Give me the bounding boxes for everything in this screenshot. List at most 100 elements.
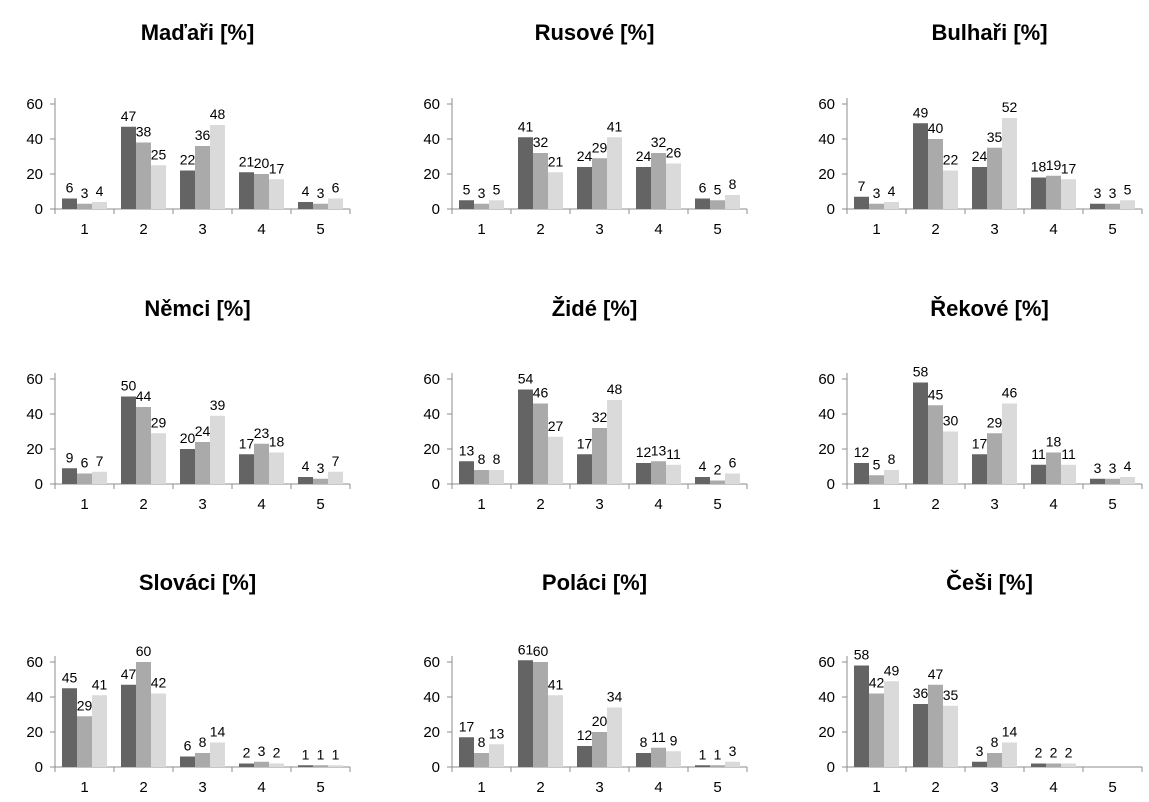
x-tick-label: 2 (139, 496, 147, 513)
data-label: 42 (151, 675, 167, 691)
x-tick-label: 4 (257, 779, 265, 796)
bar (269, 452, 284, 484)
data-label: 58 (913, 364, 929, 380)
y-tick-label: 40 (818, 131, 835, 148)
bar (533, 662, 548, 767)
data-label: 5 (873, 456, 881, 472)
x-tick-label: 2 (139, 221, 147, 238)
bar (121, 396, 136, 484)
bar (854, 665, 869, 767)
bar (195, 146, 210, 209)
data-label: 7 (332, 453, 340, 469)
data-label: 38 (136, 124, 152, 140)
data-label: 2 (1035, 745, 1043, 761)
data-label: 2 (243, 745, 251, 761)
data-label: 49 (884, 662, 900, 678)
bar (1031, 763, 1046, 767)
data-label: 35 (987, 129, 1003, 145)
y-tick-label: 0 (35, 476, 43, 493)
data-label: 6 (729, 455, 737, 471)
x-tick-label: 5 (1108, 221, 1116, 238)
data-label: 2 (1050, 745, 1058, 761)
data-label: 20 (592, 713, 608, 729)
chart-title: Němci [%] (144, 296, 250, 321)
bar (328, 471, 343, 484)
y-tick-label: 40 (26, 689, 43, 706)
bar (136, 662, 151, 767)
data-label: 6 (81, 455, 89, 471)
bar (180, 170, 195, 209)
bar (1002, 118, 1017, 209)
bar (459, 737, 474, 767)
data-label: 3 (1109, 460, 1117, 476)
bar (474, 753, 489, 767)
bar (1120, 477, 1135, 484)
data-label: 44 (136, 388, 152, 404)
y-tick-label: 0 (827, 476, 835, 493)
data-label: 4 (302, 183, 310, 199)
bar (695, 765, 710, 767)
data-label: 41 (518, 118, 534, 134)
bar (987, 433, 1002, 484)
data-label: 46 (533, 385, 549, 401)
data-label: 17 (459, 718, 475, 734)
bar (972, 761, 987, 767)
data-label: 7 (858, 178, 866, 194)
x-tick-label: 3 (198, 779, 206, 796)
chart-title: Slováci [%] (139, 570, 256, 595)
bar (151, 433, 166, 484)
data-label: 58 (854, 647, 870, 663)
x-tick-label: 1 (872, 221, 880, 238)
bar (195, 753, 210, 767)
x-tick-label: 1 (80, 496, 88, 513)
y-tick-label: 40 (818, 406, 835, 423)
bar (987, 753, 1002, 767)
x-tick-label: 4 (1049, 496, 1057, 513)
bar (666, 751, 681, 767)
x-tick-label: 3 (595, 496, 603, 513)
bar (725, 761, 740, 767)
bar (210, 415, 225, 484)
data-label: 2 (1065, 745, 1073, 761)
data-label: 3 (317, 185, 325, 201)
x-tick-label: 3 (595, 221, 603, 238)
bar (710, 200, 725, 209)
data-label: 6 (184, 738, 192, 754)
y-tick-label: 0 (432, 201, 440, 218)
data-label: 3 (976, 743, 984, 759)
data-label: 2 (273, 745, 281, 761)
bar (1120, 200, 1135, 209)
data-label: 20 (254, 155, 270, 171)
data-label: 32 (651, 134, 667, 150)
y-tick-label: 60 (818, 96, 835, 113)
data-label: 11 (1061, 446, 1076, 462)
bar (928, 139, 943, 209)
data-label: 40 (928, 120, 944, 136)
data-label: 4 (888, 183, 896, 199)
bar (313, 203, 328, 209)
bar (269, 763, 284, 767)
x-tick-label: 1 (477, 221, 485, 238)
data-label: 3 (258, 743, 266, 759)
bar (489, 200, 504, 209)
bar (533, 403, 548, 484)
data-label: 6 (332, 180, 340, 196)
data-label: 29 (151, 414, 167, 430)
data-label: 41 (548, 676, 564, 692)
y-tick-label: 60 (818, 371, 835, 388)
bar (151, 165, 166, 209)
bar (77, 473, 92, 484)
bar (869, 693, 884, 767)
y-tick-label: 60 (423, 371, 440, 388)
y-tick-label: 0 (35, 201, 43, 218)
data-label: 5 (1124, 181, 1132, 197)
bar (1105, 203, 1120, 209)
y-tick-label: 40 (818, 689, 835, 706)
bar (943, 431, 958, 484)
y-tick-label: 60 (423, 96, 440, 113)
data-label: 8 (493, 451, 501, 467)
